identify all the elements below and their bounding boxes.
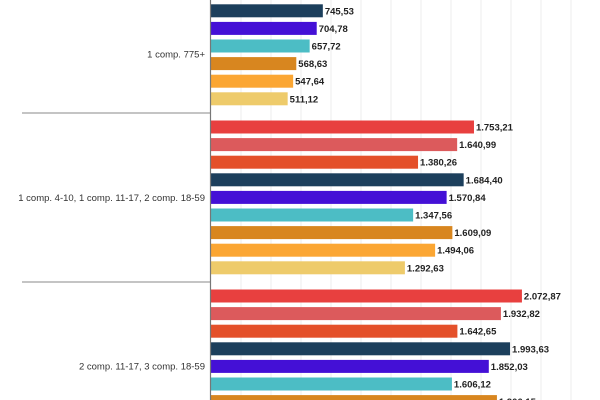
bar xyxy=(211,289,522,303)
bar xyxy=(211,243,436,257)
category-label: 1 comp. 4-10, 1 comp. 11-17, 2 comp. 18-… xyxy=(18,193,205,204)
data-label: 1.852,03 xyxy=(491,362,528,373)
data-label: 704,78 xyxy=(319,24,348,35)
bar xyxy=(211,92,288,106)
bar xyxy=(211,120,474,134)
data-label: 657,72 xyxy=(312,42,341,53)
category-label: 2 comp. 11-17, 3 comp. 18-59 xyxy=(79,362,205,373)
data-label: 1.494,06 xyxy=(437,246,474,257)
bar xyxy=(211,190,447,204)
bar xyxy=(211,173,464,187)
bar xyxy=(211,324,458,338)
data-label: 1.570,84 xyxy=(449,193,487,204)
data-label: 1.993,63 xyxy=(512,344,549,355)
bar xyxy=(211,155,419,169)
bar xyxy=(211,74,294,88)
bar xyxy=(211,138,458,152)
data-label: 745,53 xyxy=(325,6,354,17)
bar xyxy=(211,21,317,35)
bar xyxy=(211,342,511,356)
data-label: 1.753,21 xyxy=(476,123,514,134)
data-label: 568,63 xyxy=(298,59,327,70)
bar xyxy=(211,359,489,373)
data-label: 511,12 xyxy=(290,94,319,105)
data-label: 1.684,40 xyxy=(466,175,503,186)
data-label: 1.640,99 xyxy=(459,140,496,151)
data-label: 1.642,65 xyxy=(459,327,497,338)
data-label: 2.072,87 xyxy=(524,292,561,303)
bar xyxy=(211,395,497,400)
bar xyxy=(211,208,414,222)
data-label: 1.292,63 xyxy=(407,263,444,274)
bar xyxy=(211,377,452,391)
data-label: 1.606,12 xyxy=(454,380,491,391)
data-label: 1.380,26 xyxy=(420,158,457,169)
data-label: 547,64 xyxy=(295,77,325,88)
bar xyxy=(211,39,310,53)
data-label: 1.609,09 xyxy=(454,228,491,239)
category-label: 1 comp. 775+ xyxy=(147,50,205,61)
bar xyxy=(211,226,453,240)
bar xyxy=(211,261,405,275)
data-label: 1.932,82 xyxy=(503,309,540,320)
data-label: 1.906,15 xyxy=(499,397,537,400)
data-label: 1.347,56 xyxy=(415,211,452,222)
bar xyxy=(211,57,297,71)
bar xyxy=(211,4,323,18)
bar xyxy=(211,307,501,321)
